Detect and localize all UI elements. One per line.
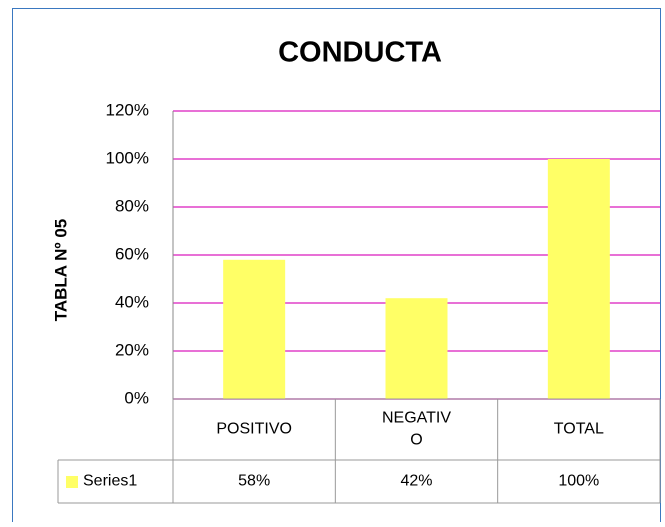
y-tick-label: 20% — [115, 340, 149, 359]
y-tick-label: 60% — [115, 244, 149, 263]
y-tick-label: 40% — [115, 292, 149, 311]
data-table-value: 42% — [400, 473, 432, 490]
y-tick-label: 120% — [106, 100, 149, 119]
x-tick-label: POSITIVO — [216, 421, 292, 438]
y-tick-label: 100% — [106, 148, 149, 167]
y-axis-label: TABLA Nº 05 — [51, 219, 70, 322]
x-tick-label: TOTAL — [554, 421, 604, 438]
data-table-value: 58% — [238, 473, 270, 490]
x-tick-label: NEGATIV O — [382, 410, 451, 449]
chart-title: CONDUCTA — [278, 37, 442, 69]
bar — [223, 259, 286, 399]
y-tick-label: 80% — [115, 196, 149, 215]
bar — [547, 159, 610, 399]
bar — [385, 298, 448, 399]
data-table-value: 100% — [558, 473, 599, 490]
y-tick-label: 0% — [124, 388, 149, 407]
legend-key — [66, 476, 78, 488]
legend-label: Series1 — [83, 473, 137, 490]
